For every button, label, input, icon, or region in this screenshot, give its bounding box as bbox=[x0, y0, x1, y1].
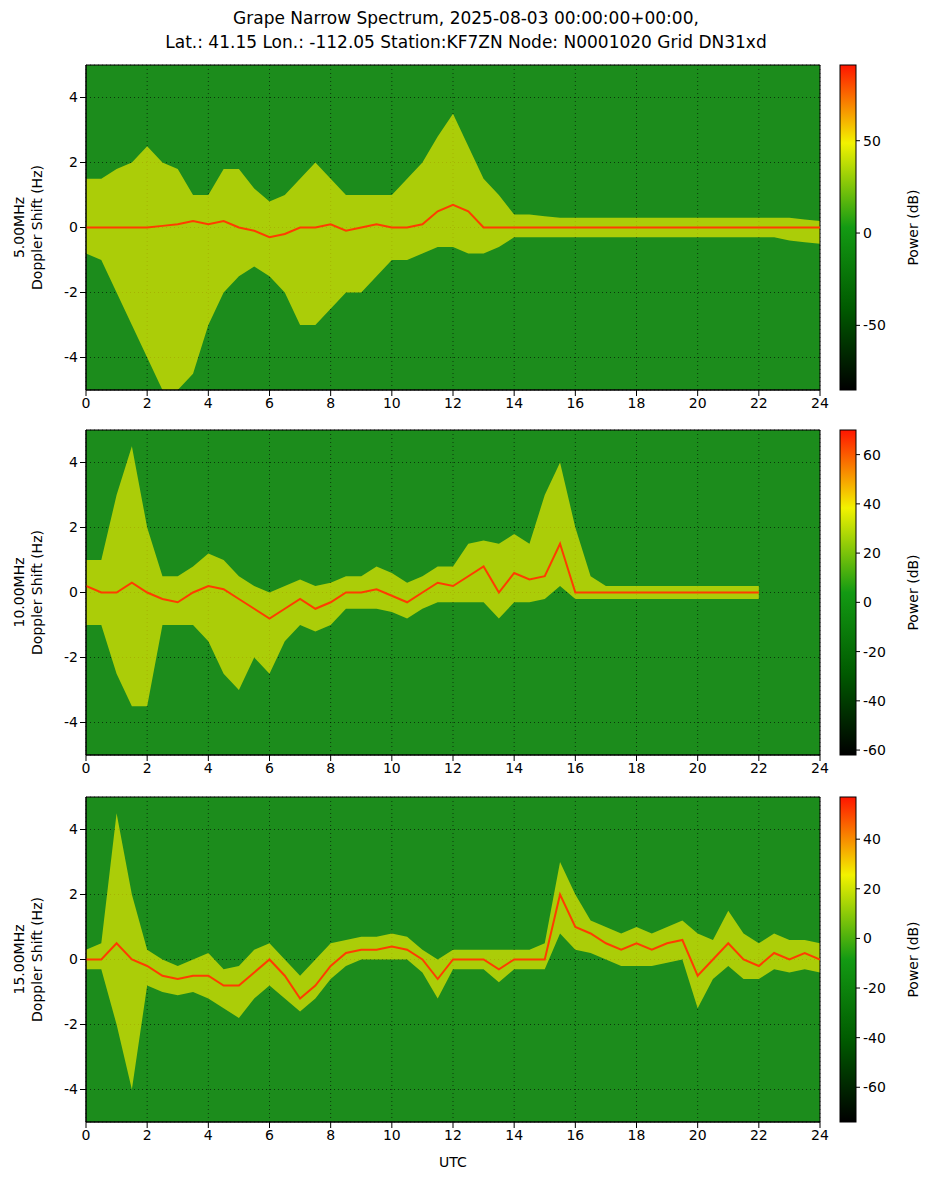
svg-text:8: 8 bbox=[326, 760, 335, 776]
svg-text:14: 14 bbox=[505, 395, 523, 411]
html-text:Grape Narrow Spectrum, 2025-08: Grape Narrow Spectrum, 2025-08-03 00:00:… bbox=[233, 8, 699, 28]
svg-text:40: 40 bbox=[863, 496, 881, 512]
svg-text:0: 0 bbox=[863, 225, 872, 241]
svg-text:0: 0 bbox=[69, 219, 78, 235]
svg-text:12: 12 bbox=[444, 395, 462, 411]
svg-text:-60: -60 bbox=[863, 1079, 886, 1095]
svg-text:4: 4 bbox=[204, 1127, 213, 1143]
svg-text:10: 10 bbox=[383, 1127, 401, 1143]
svg-text:18: 18 bbox=[628, 760, 646, 776]
svg-text:50: 50 bbox=[863, 133, 881, 149]
svg-text:10: 10 bbox=[383, 760, 401, 776]
svg-text:16: 16 bbox=[566, 1127, 584, 1143]
svg-text:0: 0 bbox=[82, 395, 91, 411]
svg-text:6: 6 bbox=[265, 1127, 274, 1143]
svg-text:0: 0 bbox=[69, 584, 78, 600]
svg-text:24: 24 bbox=[811, 395, 829, 411]
svg-text:Power (dB): Power (dB) bbox=[905, 921, 921, 997]
svg-text:-20: -20 bbox=[863, 644, 886, 660]
svg-text:16: 16 bbox=[566, 760, 584, 776]
svg-text:14: 14 bbox=[505, 1127, 523, 1143]
svg-text:18: 18 bbox=[628, 1127, 646, 1143]
svg-text:Doppler Shift (Hz): Doppler Shift (Hz) bbox=[29, 165, 45, 290]
svg-text:12: 12 bbox=[444, 1127, 462, 1143]
svg-text:4: 4 bbox=[204, 395, 213, 411]
svg-text:24: 24 bbox=[811, 1127, 829, 1143]
svg-text:-4: -4 bbox=[64, 1081, 78, 1097]
svg-text:Doppler Shift (Hz): Doppler Shift (Hz) bbox=[29, 530, 45, 655]
svg-text:18: 18 bbox=[628, 395, 646, 411]
svg-text:12: 12 bbox=[444, 760, 462, 776]
svg-text:0: 0 bbox=[82, 1127, 91, 1143]
svg-text:20: 20 bbox=[689, 395, 707, 411]
svg-text:20: 20 bbox=[863, 881, 881, 897]
svg-text:-20: -20 bbox=[863, 980, 886, 996]
svg-text:4: 4 bbox=[69, 454, 78, 470]
svg-text:4: 4 bbox=[69, 89, 78, 105]
svg-text:40: 40 bbox=[863, 831, 881, 847]
svg-text:-4: -4 bbox=[64, 349, 78, 365]
svg-text:-60: -60 bbox=[863, 742, 886, 758]
svg-text:20: 20 bbox=[689, 760, 707, 776]
svg-text:Power (dB): Power (dB) bbox=[905, 189, 921, 265]
svg-text:0: 0 bbox=[863, 930, 872, 946]
svg-text:6: 6 bbox=[265, 760, 274, 776]
html-text:UTC: UTC bbox=[439, 1154, 467, 1170]
svg-text:8: 8 bbox=[326, 395, 335, 411]
svg-text:5.00MHz: 5.00MHz bbox=[11, 197, 27, 258]
svg-text:14: 14 bbox=[505, 760, 523, 776]
svg-text:-2: -2 bbox=[64, 284, 78, 300]
svg-text:2: 2 bbox=[143, 395, 152, 411]
svg-text:2: 2 bbox=[143, 760, 152, 776]
svg-text:10: 10 bbox=[383, 395, 401, 411]
svg-text:4: 4 bbox=[204, 760, 213, 776]
svg-text:-50: -50 bbox=[863, 317, 886, 333]
svg-text:20: 20 bbox=[863, 545, 881, 561]
svg-text:2: 2 bbox=[69, 519, 78, 535]
svg-text:-2: -2 bbox=[64, 649, 78, 665]
svg-text:2: 2 bbox=[69, 886, 78, 902]
svg-text:15.00MHz: 15.00MHz bbox=[11, 924, 27, 994]
svg-text:16: 16 bbox=[566, 395, 584, 411]
svg-text:8: 8 bbox=[326, 1127, 335, 1143]
html-text:Lat.: 41.15 Lon.: -112.05 Stat: Lat.: 41.15 Lon.: -112.05 Station:KF7ZN … bbox=[165, 32, 767, 52]
svg-text:24: 24 bbox=[811, 760, 829, 776]
svg-text:0: 0 bbox=[82, 760, 91, 776]
svg-text:22: 22 bbox=[750, 395, 768, 411]
svg-text:22: 22 bbox=[750, 760, 768, 776]
svg-text:60: 60 bbox=[863, 447, 881, 463]
svg-text:0: 0 bbox=[69, 951, 78, 967]
svg-text:-40: -40 bbox=[863, 1030, 886, 1046]
svg-text:0: 0 bbox=[863, 594, 872, 610]
svg-text:-2: -2 bbox=[64, 1016, 78, 1032]
svg-text:2: 2 bbox=[143, 1127, 152, 1143]
svg-text:10.00MHz: 10.00MHz bbox=[11, 557, 27, 627]
svg-text:Power (dB): Power (dB) bbox=[905, 554, 921, 630]
svg-text:-4: -4 bbox=[64, 714, 78, 730]
svg-text:20: 20 bbox=[689, 1127, 707, 1143]
svg-text:22: 22 bbox=[750, 1127, 768, 1143]
svg-text:2: 2 bbox=[69, 154, 78, 170]
svg-text:6: 6 bbox=[265, 395, 274, 411]
svg-text:Doppler Shift (Hz): Doppler Shift (Hz) bbox=[29, 897, 45, 1022]
svg-text:4: 4 bbox=[69, 821, 78, 837]
svg-text:-40: -40 bbox=[863, 693, 886, 709]
